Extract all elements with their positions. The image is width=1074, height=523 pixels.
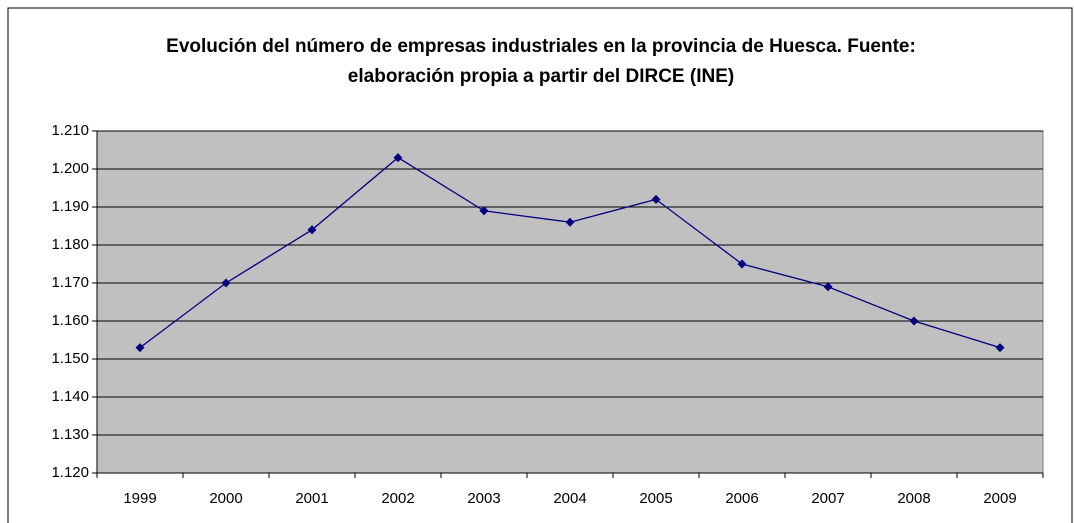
chart-title: Evolución del número de empresas industr…	[166, 36, 916, 87]
y-tick-label: 1.170	[51, 274, 89, 291]
y-tick-label: 1.190	[51, 198, 89, 215]
x-tick-label: 2008	[897, 490, 930, 507]
x-tick-label: 2009	[983, 490, 1016, 507]
y-tick-label: 1.210	[51, 122, 89, 139]
y-tick-label: 1.140	[51, 388, 89, 405]
y-tick-label: 1.150	[51, 350, 89, 367]
marker	[651, 194, 661, 204]
x-tick-label: 2007	[811, 490, 844, 507]
y-tick-label: 1.120	[51, 464, 89, 481]
marker	[221, 278, 231, 288]
y-tick-label: 1.160	[51, 312, 89, 329]
x-tick-label: 1999	[123, 490, 156, 507]
y-tick-label: 1.130	[51, 426, 89, 443]
x-tick-label: 2000	[209, 490, 242, 507]
marker	[995, 343, 1005, 353]
x-tick-label: 2002	[381, 490, 414, 507]
marker	[393, 153, 403, 163]
y-tick-label: 1.180	[51, 236, 89, 253]
x-tick-label: 2004	[553, 490, 586, 507]
marker	[909, 316, 919, 326]
plot-area	[96, 130, 1044, 474]
marker	[565, 217, 575, 227]
marker	[135, 343, 145, 353]
x-tick-label: 2005	[639, 490, 672, 507]
x-tick-label: 2006	[725, 490, 758, 507]
marker	[479, 206, 489, 216]
marker	[823, 282, 833, 292]
x-tick-label: 2001	[295, 490, 328, 507]
x-tick-label: 2003	[467, 490, 500, 507]
marker	[307, 225, 317, 235]
marker	[737, 259, 747, 269]
y-tick-label: 1.200	[51, 160, 89, 177]
